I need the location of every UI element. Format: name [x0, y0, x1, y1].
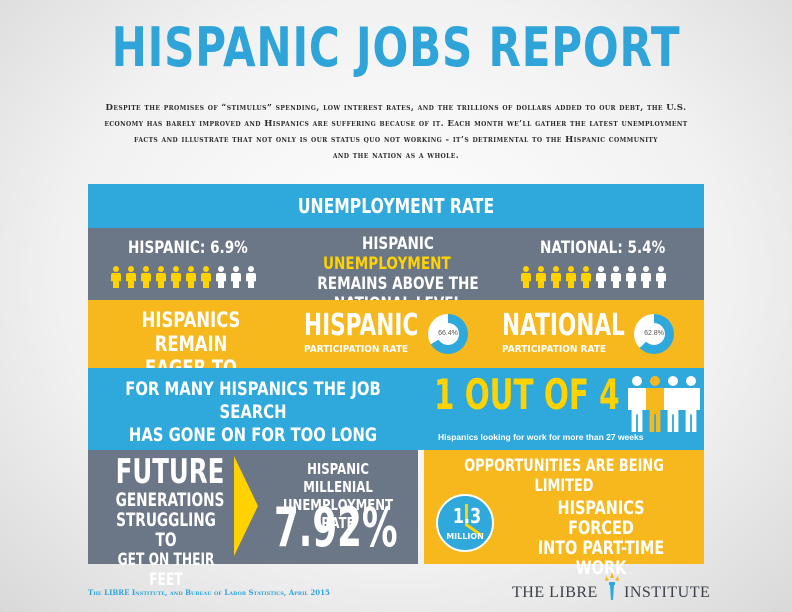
- highlighted-person-icon: [646, 376, 664, 432]
- person-icon: [625, 266, 637, 288]
- person-icon: [550, 266, 562, 288]
- job-search-line2: HAS GONE ON FOR TOO LONG: [128, 424, 378, 446]
- unemployment-band: HISPANIC: 6.9% HISPANIC UNEMPLOYMENT REM…: [88, 228, 704, 314]
- intro-line: economy has barely improved and Hispanic…: [104, 119, 688, 129]
- torch-icon: [605, 572, 619, 600]
- job-search-band: FOR MANY HISPANICS THE JOB SEARCH HAS GO…: [88, 368, 704, 450]
- hispanic-participation-title: HISPANIC: [304, 308, 419, 343]
- part-time-line2: INTO PART-TIME WORK: [537, 537, 665, 579]
- person-icon: [170, 266, 182, 288]
- person-icon: [682, 376, 700, 432]
- arrow-icon: [234, 456, 258, 556]
- person-icon: [245, 266, 257, 288]
- person-icon: [230, 266, 242, 288]
- person-icon: [110, 266, 122, 288]
- center-line1-b: UNEMPLOYMENT: [323, 254, 451, 274]
- libre-institute-logo: THE LIBRE INSTITUTE: [512, 572, 712, 604]
- future-line4: GET ON THEIR FEET: [117, 550, 215, 590]
- person-icon: [140, 266, 152, 288]
- part-time-line1: HISPANICS FORCED: [557, 497, 645, 539]
- participation-band: HISPANICS REMAIN EAGER TO WORK HISPANIC …: [88, 300, 704, 404]
- national-rate-label: NATIONAL: 5.4%: [540, 238, 666, 258]
- bottom-section: FUTURE GENERATIONS STRUGGLING TO GET ON …: [88, 450, 704, 590]
- person-icon: [655, 266, 667, 288]
- person-icon: [628, 376, 646, 432]
- intro-line: and the nation as a whole.: [332, 151, 460, 161]
- person-icon: [640, 266, 652, 288]
- hispanic-participation-donut: 66.4%: [428, 314, 468, 354]
- millenial-label: HISPANIC MILLENIAL UNEMPLOYMENT RATE: [258, 460, 418, 532]
- job-search-caption: Hispanics looking for work for more than…: [438, 432, 644, 442]
- hispanic-participation-value: 66.4%: [437, 323, 459, 345]
- national-figures: [520, 266, 667, 288]
- job-search-line1: FOR MANY HISPANICS THE JOB SEARCH: [125, 378, 381, 423]
- source-footnote: The LIBRE Institute, and Bureau of Labor…: [88, 588, 330, 597]
- person-icon: [664, 376, 682, 432]
- opportunities-panel: OPPORTUNITIES ARE BEING LIMITED 1.3 MILL…: [424, 450, 704, 578]
- millenial-panel: FUTURE GENERATIONS STRUGGLING TO GET ON …: [88, 450, 418, 590]
- future-line3: STRUGGLING TO: [116, 509, 216, 551]
- person-icon: [595, 266, 607, 288]
- center-line2: REMAINS ABOVE THE: [317, 274, 479, 294]
- logo-text-right: INSTITUTE: [624, 584, 711, 601]
- millenial-label-line2: UNEMPLOYMENT RATE: [283, 496, 393, 532]
- person-icon: [535, 266, 547, 288]
- opportunities-heading: OPPORTUNITIES ARE BEING LIMITED: [464, 456, 664, 496]
- person-icon: [610, 266, 622, 288]
- hispanic-participation-sub: PARTICIPATION RATE: [304, 344, 409, 355]
- person-icon: [215, 266, 227, 288]
- clock-icon: 1.3 MILLION: [436, 494, 494, 552]
- job-search-text: FOR MANY HISPANICS THE JOB SEARCH HAS GO…: [88, 378, 418, 447]
- unemployment-heading-band: UNEMPLOYMENT RATE: [88, 184, 704, 228]
- person-icon: [565, 266, 577, 288]
- person-icon: [580, 266, 592, 288]
- person-icon: [200, 266, 212, 288]
- future-line1: FUTURE: [115, 452, 225, 492]
- unemployment-heading: UNEMPLOYMENT RATE: [297, 194, 495, 218]
- person-icon: [520, 266, 532, 288]
- hispanic-rate-label: HISPANIC: 6.9%: [128, 238, 248, 258]
- center-line1-a: HISPANIC: [362, 234, 434, 254]
- logo-text-left: THE LIBRE: [512, 584, 598, 601]
- national-participation-title: NATIONAL: [502, 308, 625, 343]
- national-participation-donut: 62.8%: [634, 314, 674, 354]
- million-unit: MILLION: [446, 532, 484, 541]
- millenial-rate-value: 7.92%: [274, 496, 398, 559]
- future-text: FUTURE GENERATIONS STRUGGLING TO GET ON …: [96, 454, 236, 590]
- one-out-of-four: 1 OUT OF 4: [434, 370, 620, 419]
- million-number: 1.3: [452, 504, 482, 528]
- millenial-label-line1: HISPANIC MILLENIAL: [303, 460, 373, 496]
- person-icon: [125, 266, 137, 288]
- person-icon: [185, 266, 197, 288]
- intro-text: Despite the promises of “stimulus” spend…: [86, 100, 706, 164]
- part-time-text: HISPANICS FORCED INTO PART-TIME WORK: [498, 498, 704, 578]
- page-title: HISPANIC JOBS REPORT: [111, 16, 681, 79]
- intro-line: facts and illustrate that not only is ou…: [134, 135, 658, 145]
- person-icon: [155, 266, 167, 288]
- future-line2: GENERATIONS: [115, 489, 225, 511]
- national-participation-sub: PARTICIPATION RATE: [502, 344, 607, 355]
- hispanic-figures: [110, 266, 257, 288]
- intro-line: Despite the promises of “stimulus” spend…: [105, 103, 687, 113]
- eager-line1: HISPANICS REMAIN: [141, 308, 241, 356]
- opportunities-heading-wrap: OPPORTUNITIES ARE BEING LIMITED: [424, 456, 704, 496]
- national-participation-value: 62.8%: [643, 323, 665, 345]
